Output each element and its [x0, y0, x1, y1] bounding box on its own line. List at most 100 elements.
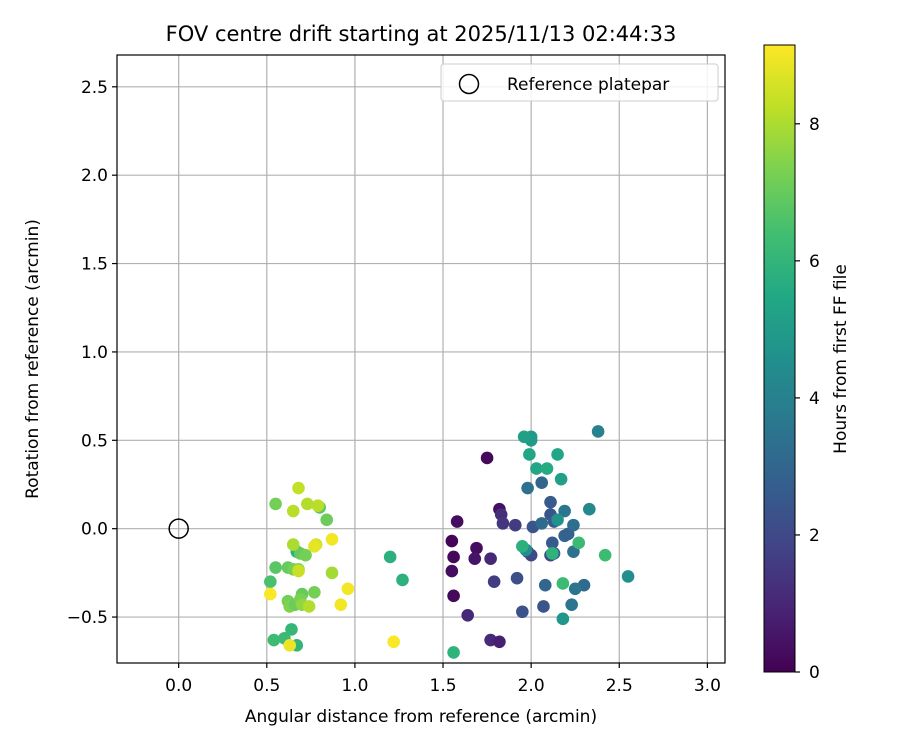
colorbar-tick-label: 6 — [809, 252, 820, 272]
data-point — [447, 646, 460, 659]
x-axis-ticks: 0.0 0.5 1.0 1.5 2.0 2.5 3.0 — [165, 663, 721, 696]
y-tick-label: 2.5 — [81, 78, 108, 98]
y-tick-label: −0.5 — [67, 608, 108, 628]
data-point — [521, 481, 534, 495]
data-point — [535, 476, 549, 490]
y-axis-ticks: −0.5 0.0 0.5 1.0 1.5 2.0 2.5 — [67, 78, 117, 628]
data-point — [445, 534, 459, 548]
data-point — [308, 540, 321, 553]
y-axis-label: Rotation from reference (arcmin) — [23, 219, 43, 499]
data-point — [292, 481, 305, 495]
data-point — [568, 582, 582, 596]
reference-point — [168, 518, 189, 539]
colorbar-tick-label: 2 — [809, 526, 820, 546]
data-point — [387, 635, 400, 649]
data-point — [544, 495, 557, 509]
colorbar-tick-label: 4 — [809, 389, 820, 409]
plot-frame — [116, 54, 726, 664]
data-point — [302, 600, 316, 613]
colorbar-label: Hours from first FF file — [831, 264, 851, 454]
data-point — [567, 518, 580, 532]
data-point — [396, 573, 409, 587]
colorbar-tick-label: 0 — [809, 663, 820, 683]
data-point — [583, 502, 596, 516]
data-point — [537, 600, 550, 613]
data-point — [283, 639, 297, 652]
data-point — [551, 448, 564, 461]
data-point — [487, 575, 501, 588]
data-point — [530, 462, 543, 475]
y-tick-label: 1.5 — [81, 255, 108, 275]
legend-entry-label: Reference platepar — [507, 75, 669, 95]
x-tick-label: 2.5 — [606, 676, 633, 696]
y-tick-label: 1.0 — [81, 343, 108, 363]
data-point — [480, 451, 494, 465]
data-point — [299, 548, 312, 562]
x-tick-label: 1.5 — [430, 676, 457, 696]
data-point — [516, 540, 529, 553]
data-point — [545, 536, 559, 550]
x-tick-label: 0.0 — [165, 676, 192, 696]
data-point — [591, 425, 605, 438]
y-tick-label: 0.0 — [81, 520, 108, 540]
data-point — [383, 550, 397, 564]
data-point — [445, 564, 459, 578]
colorbar-tick-label: 8 — [809, 115, 820, 135]
legend: Reference platepar — [440, 63, 719, 102]
data-point — [556, 612, 570, 626]
data-point — [308, 586, 321, 599]
data-point — [325, 532, 339, 546]
data-point — [286, 538, 300, 551]
data-point — [516, 605, 529, 619]
data-point — [292, 564, 305, 578]
data-point — [572, 536, 586, 550]
data-point — [447, 550, 460, 564]
data-point — [540, 462, 554, 475]
colorbar: 0 2 4 6 8 Hours from first FF file — [763, 44, 851, 683]
legend-open-circle-icon — [458, 73, 480, 95]
data-point — [269, 497, 282, 511]
data-points — [264, 425, 635, 659]
data-point — [334, 598, 348, 611]
data-point — [565, 598, 578, 611]
colorbar-gradient — [763, 44, 796, 673]
data-point — [510, 571, 524, 585]
data-point — [517, 430, 531, 444]
y-tick-label: 0.5 — [81, 431, 108, 451]
data-point — [551, 513, 564, 527]
x-tick-label: 0.5 — [253, 676, 280, 696]
data-point — [484, 552, 497, 566]
data-point — [267, 633, 281, 647]
x-axis-label: Angular distance from reference (arcmin) — [245, 707, 597, 727]
y-tick-label: 2.0 — [81, 166, 108, 186]
data-point — [301, 497, 314, 511]
data-point — [269, 561, 282, 574]
data-point — [264, 587, 277, 601]
data-point — [535, 517, 549, 530]
grid-lines — [117, 55, 725, 663]
data-point — [523, 448, 536, 461]
data-point — [450, 515, 464, 528]
data-point — [554, 472, 568, 486]
data-point — [311, 499, 325, 512]
data-point — [538, 578, 552, 592]
x-tick-label: 2.0 — [518, 676, 545, 696]
x-tick-label: 3.0 — [694, 676, 721, 696]
data-point — [285, 623, 298, 636]
data-point — [598, 548, 612, 562]
data-point — [320, 513, 334, 527]
data-point — [447, 589, 460, 603]
chart-title: FOV centre drift starting at 2025/11/13 … — [166, 22, 677, 46]
data-point — [286, 504, 300, 518]
data-point — [545, 547, 559, 560]
data-point — [621, 570, 635, 583]
data-point — [470, 541, 483, 555]
legend-box — [440, 63, 719, 102]
x-tick-label: 1.0 — [341, 676, 368, 696]
data-point — [496, 517, 510, 530]
data-point — [558, 504, 571, 518]
data-point — [325, 566, 339, 580]
data-point — [556, 577, 570, 590]
data-point — [468, 552, 482, 566]
